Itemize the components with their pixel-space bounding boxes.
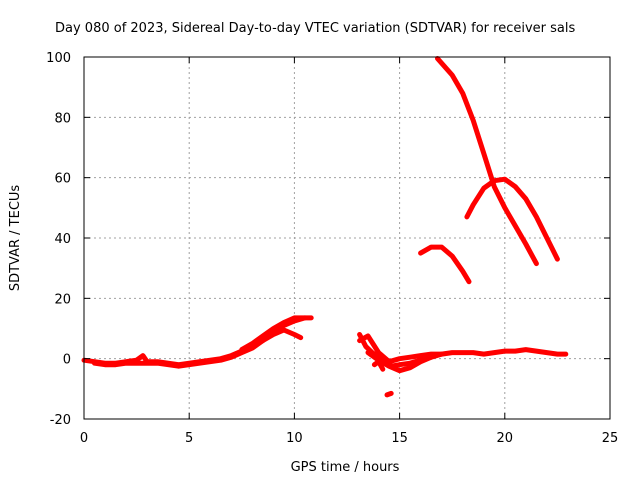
y-tick-label: 20 xyxy=(54,292,71,307)
series-seg8 xyxy=(384,390,394,398)
series-seg3 xyxy=(239,315,314,353)
y-tick-label: 100 xyxy=(46,51,71,66)
series-seg11 xyxy=(464,176,560,262)
x-tick-label: 10 xyxy=(286,431,303,446)
series-seg10 xyxy=(435,56,539,267)
x-axis: 0 5 10 15 20 25 xyxy=(80,57,618,446)
y-tick-label: -20 xyxy=(50,413,71,428)
series-seg9 xyxy=(418,244,472,285)
x-tick-label: 25 xyxy=(602,431,619,446)
x-tick-label: 5 xyxy=(185,431,193,446)
y-tick-label: 60 xyxy=(54,172,71,187)
y-axis-label: SDTVAR / TECUs xyxy=(8,185,23,292)
series-seg2 xyxy=(92,315,308,369)
series-layer xyxy=(81,56,569,398)
y-tick-label: 80 xyxy=(54,111,71,126)
y-tick-label: 40 xyxy=(54,232,71,247)
x-axis-label: GPS time / hours xyxy=(291,460,400,475)
chart-title: Day 080 of 2023, Sidereal Day-to-day VTE… xyxy=(55,21,575,36)
x-tick-label: 20 xyxy=(497,431,514,446)
y-axis: -20 0 20 40 60 80 100 xyxy=(46,51,610,428)
series-seg7 xyxy=(371,359,386,372)
series-seg5 xyxy=(357,333,569,365)
x-tick-label: 15 xyxy=(391,431,408,446)
y-tick-label: 0 xyxy=(63,353,71,368)
gridlines xyxy=(84,57,610,419)
x-tick-label: 0 xyxy=(80,431,88,446)
